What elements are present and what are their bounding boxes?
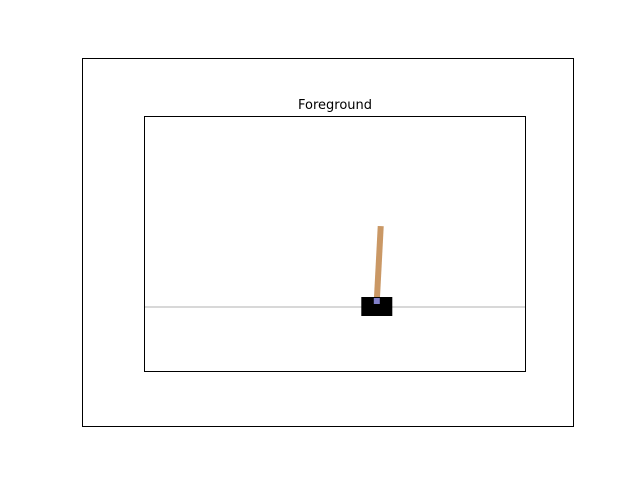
axle-joint [373,298,380,304]
foreground-title: Foreground [297,98,373,113]
pole-bar [373,225,384,302]
foreground-panel [144,116,526,372]
cart [361,297,393,316]
pole [373,225,384,302]
